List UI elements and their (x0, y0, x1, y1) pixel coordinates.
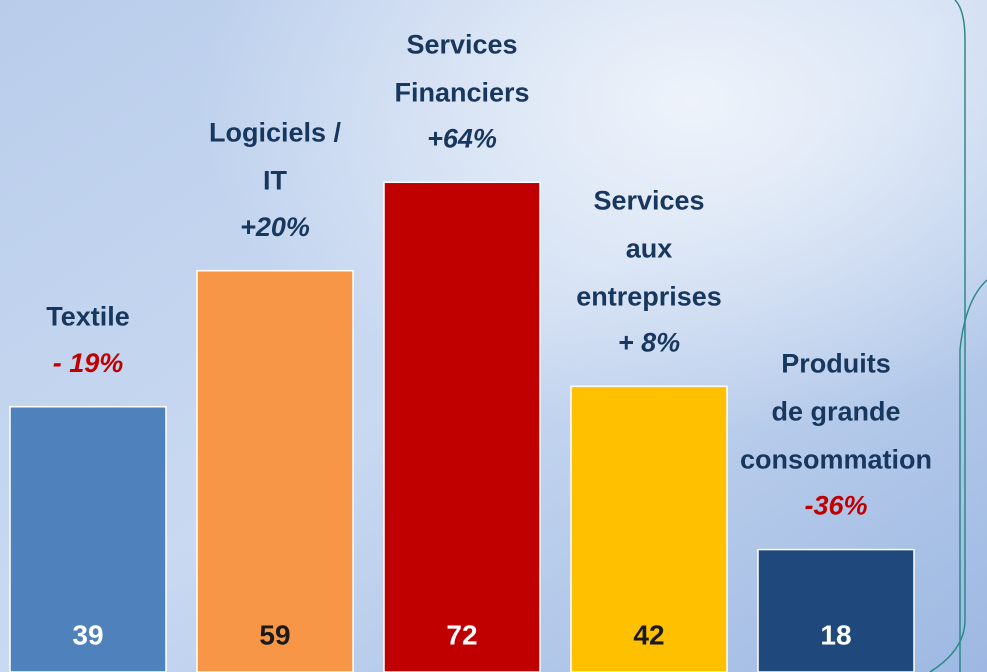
value-label: 18 (820, 619, 851, 650)
value-label: 42 (633, 619, 664, 650)
decor-curve (959, 279, 987, 672)
value-label: 39 (72, 619, 103, 650)
category-label: Produits de grande consommation (740, 349, 932, 475)
change-label: +64% (427, 123, 497, 153)
value-label: 72 (446, 619, 477, 650)
category-label: Services Financiers (394, 29, 529, 107)
category-label: Textile (46, 302, 130, 332)
bar (196, 269, 354, 672)
change-label: -36% (804, 491, 867, 521)
change-label: - 19% (53, 348, 124, 378)
bar (9, 405, 167, 672)
category-label: Services aux entreprises (576, 185, 722, 311)
plot: 39 - 19% Textile 59 +20% Logiciels / IT 72 +64% S… (9, 29, 932, 672)
change-label: + 8% (618, 327, 680, 357)
bar (757, 548, 915, 672)
value-label: 59 (259, 619, 290, 650)
bar (570, 385, 728, 672)
decor-curve (929, 0, 966, 672)
change-label: +20% (240, 212, 310, 242)
category-label: Logiciels / IT (209, 118, 342, 196)
bar (383, 181, 541, 672)
